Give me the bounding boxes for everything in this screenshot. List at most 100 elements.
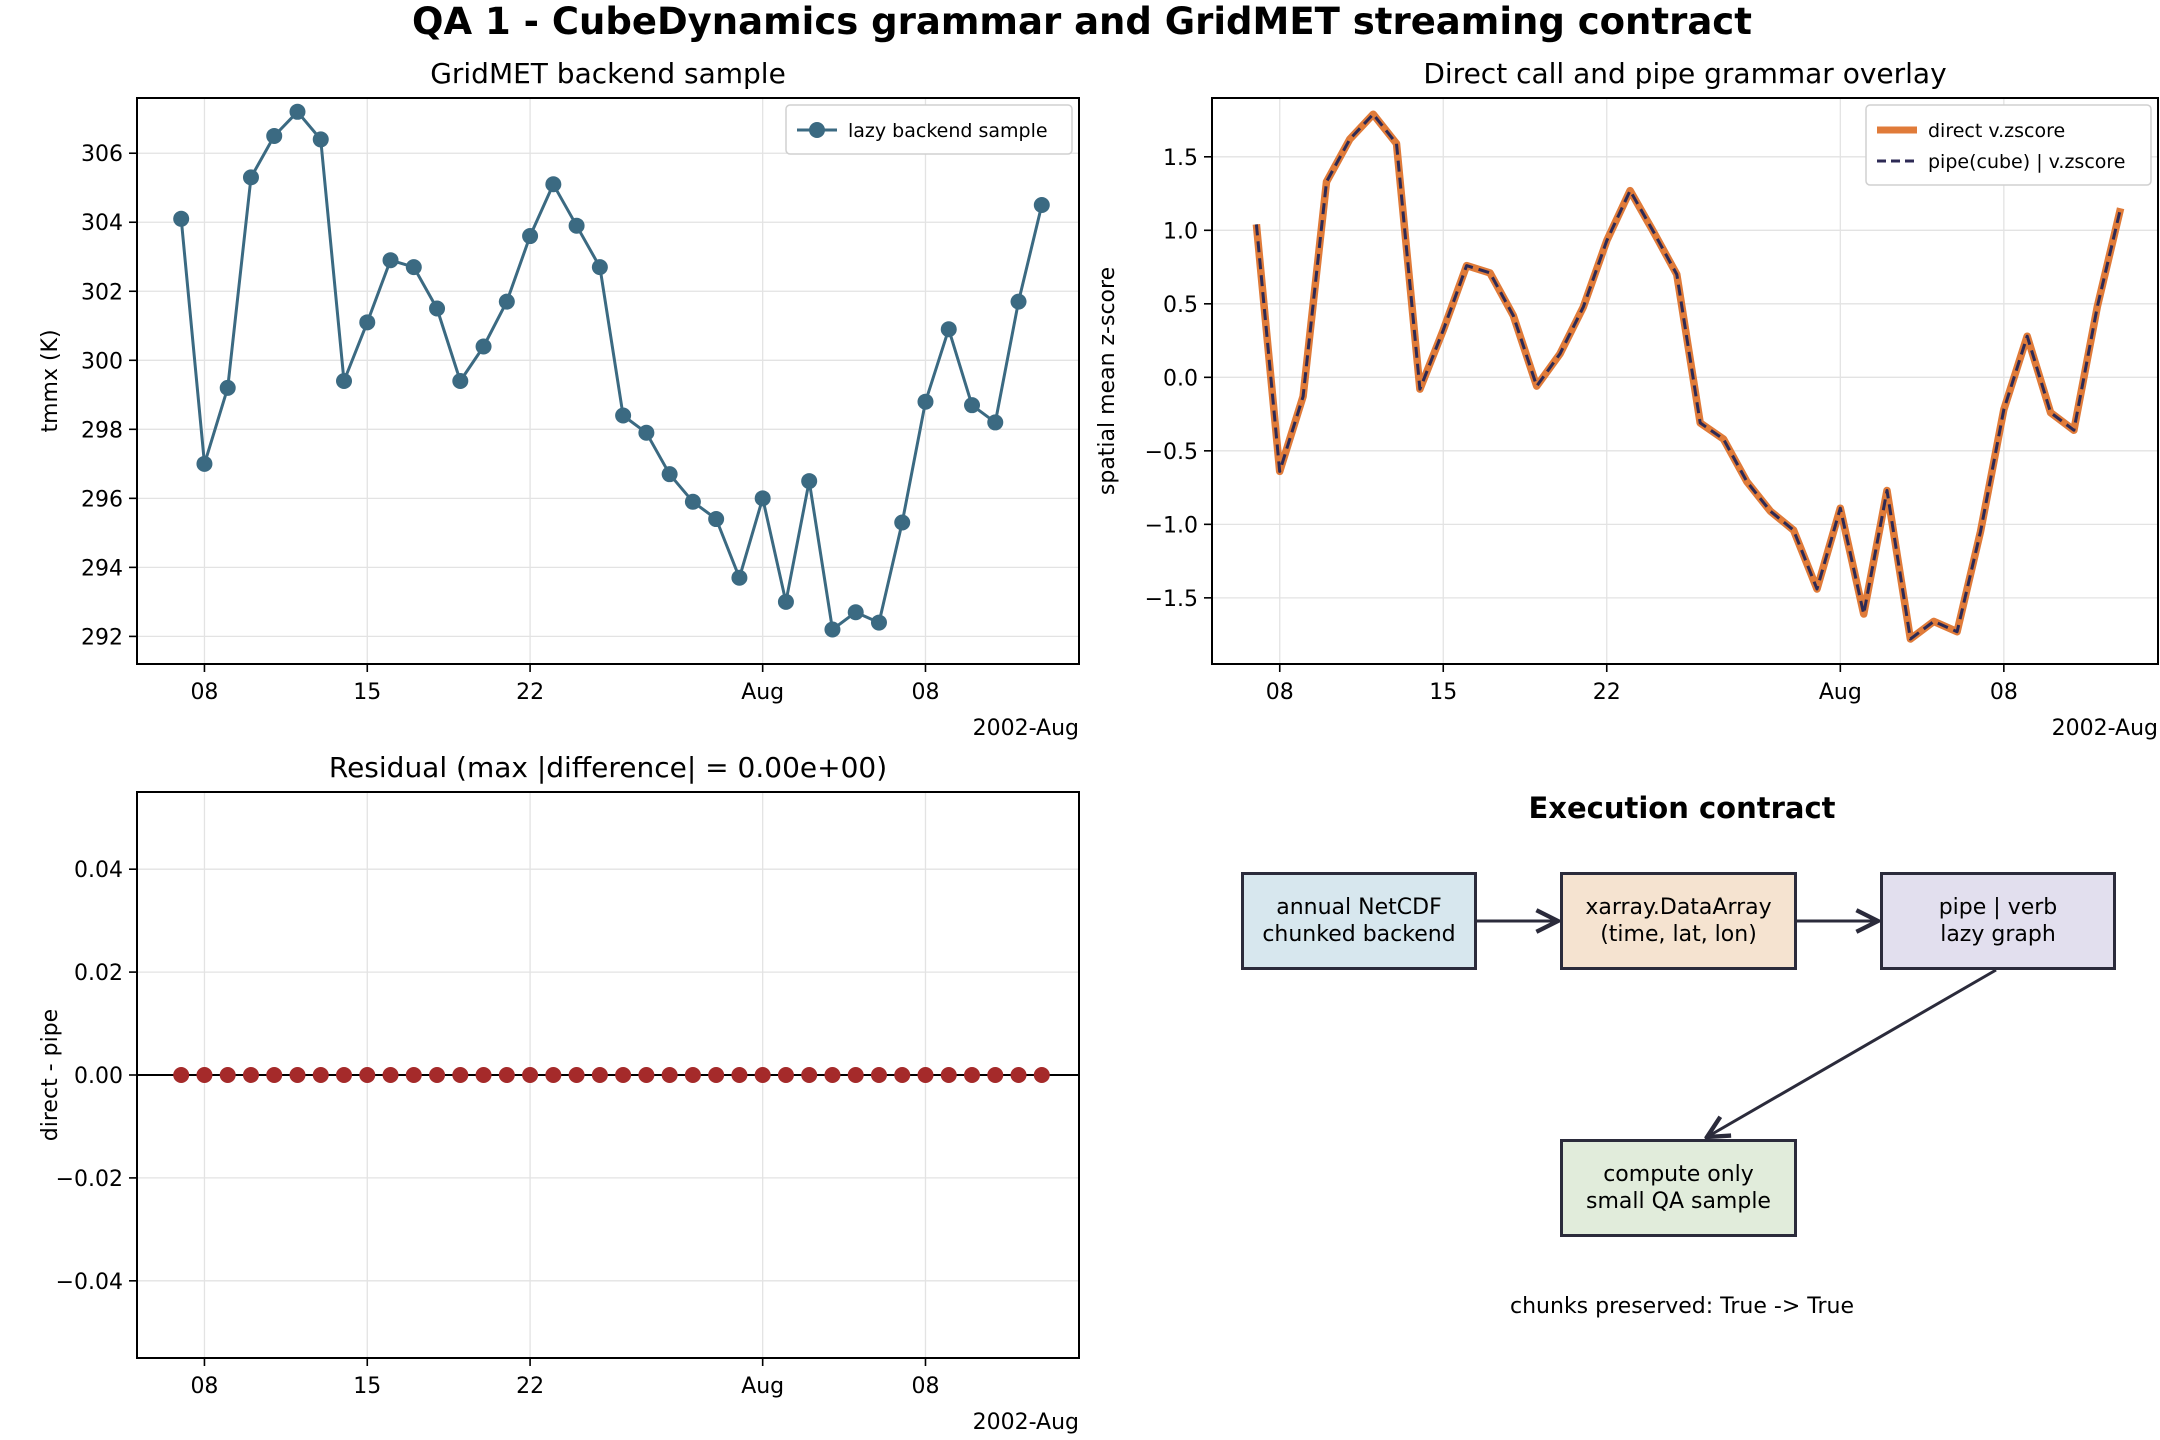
data-point (522, 228, 539, 245)
data-point (475, 338, 492, 355)
panel-grammar-overlay: 08 15 22 Aug 08 2002-Aug −1.5 −1.0 −0.5 0.0 0.5 1.0… (1095, 57, 2159, 741)
data-point (196, 1067, 213, 1083)
data-point (684, 1067, 701, 1083)
box-pipe-verb: pipe | verb lazy graph (1880, 872, 2116, 970)
y-tick-label: 0.02 (74, 961, 123, 986)
data-point (382, 252, 399, 269)
data-point (242, 1067, 259, 1083)
y-tick-label: −0.02 (56, 1167, 123, 1192)
box-xarray-dataarray: xarray.DataArray (time, lat, lon) (1560, 872, 1797, 970)
data-point (219, 1067, 236, 1083)
data-point (615, 1067, 632, 1083)
x-tick-label: Aug (1819, 680, 1862, 705)
x-tick-label: 15 (1429, 680, 1457, 705)
y-tick-label: 1.0 (1163, 219, 1198, 244)
data-point (754, 490, 771, 507)
data-point (173, 210, 190, 227)
data-point (801, 473, 818, 490)
legend: lazy backend sample (785, 104, 1073, 155)
data-point (964, 1067, 981, 1083)
data-point (196, 455, 213, 472)
data-point (591, 1067, 608, 1083)
legend: direct v.zscore pipe(cube) | v.zscore (1865, 104, 2152, 186)
data-point (661, 1067, 678, 1083)
series-line-direct v.zscore (1252, 110, 2125, 643)
data-point (568, 217, 585, 234)
data-point (522, 1067, 539, 1083)
date-offset-label: 2002-Aug (973, 716, 1079, 741)
y-axis-label: tmmx (K) (38, 329, 63, 432)
data-point (591, 259, 608, 276)
x-tick-label: 08 (190, 680, 218, 705)
legend-label: direct v.zscore (1928, 120, 2065, 142)
data-point (452, 1067, 469, 1083)
data-point (545, 1067, 562, 1083)
data-point (940, 1067, 957, 1083)
data-point (708, 1067, 725, 1083)
data-point (405, 1067, 422, 1083)
x-tick-label: 15 (353, 680, 381, 705)
panel-title: Direct call and pipe grammar overlay (1423, 57, 1946, 90)
x-tick-label: 08 (911, 680, 939, 705)
legend-frame (1865, 104, 2152, 186)
legend-marker (809, 122, 825, 138)
y-tick-label: −1.0 (1145, 513, 1198, 538)
panel-title: GridMET backend sample (430, 57, 786, 90)
box-netcdf-backend: annual NetCDF chunked backend (1241, 872, 1477, 970)
data-point (219, 379, 236, 396)
arrow-pipe-to-compute (1707, 968, 1997, 1137)
y-tick-label: 298 (81, 418, 123, 443)
x-tick-label: 08 (911, 1374, 939, 1399)
data-point (987, 1067, 1004, 1083)
y-tick-label: 1.5 (1163, 146, 1198, 171)
y-axis-label: direct - pipe (38, 1009, 63, 1141)
data-point (917, 1067, 934, 1083)
y-tick-label: 292 (81, 625, 123, 650)
x-tick-label: 22 (516, 680, 544, 705)
y-tick-label: 0.00 (74, 1064, 123, 1089)
data-point (242, 169, 259, 186)
y-tick-label: −0.04 (56, 1270, 123, 1295)
y-tick-label: 300 (81, 349, 123, 374)
x-tick-label: 22 (1593, 680, 1621, 705)
data-point (754, 1067, 771, 1083)
data-point (545, 176, 562, 193)
data-point (638, 424, 655, 441)
x-tick-label: 15 (353, 1374, 381, 1399)
y-tick-label: 304 (81, 211, 123, 236)
data-point (568, 1067, 585, 1083)
data-point (894, 1067, 911, 1083)
data-point (312, 1067, 329, 1083)
data-point (870, 614, 887, 631)
diagram-title: Execution contract (1528, 791, 1835, 825)
execution-contract-diagram: Execution contract chunks preserved: Tru… (1477, 791, 1997, 1319)
y-tick-label: 0.5 (1163, 293, 1198, 318)
y-tick-label: 0.0 (1163, 366, 1198, 391)
date-offset-label: 2002-Aug (2052, 716, 2158, 741)
data-point (336, 1067, 353, 1083)
diagram-footer: chunks preserved: True -> True (1510, 1294, 1854, 1319)
data-point (801, 1067, 818, 1083)
data-point (777, 593, 794, 610)
legend-label: lazy backend sample (848, 120, 1048, 142)
series-line-pipe(cube) | v.zscore (1254, 112, 2123, 641)
date-offset-label: 2002-Aug (973, 1410, 1079, 1435)
data-point (731, 569, 748, 586)
panel-title: Residual (max |difference| = 0.00e+00) (329, 751, 887, 784)
data-point (964, 397, 981, 414)
data-point (289, 1067, 306, 1083)
data-point (777, 1067, 794, 1083)
x-tick-label: Aug (741, 1374, 784, 1399)
data-point (266, 1067, 283, 1083)
box-compute-sample: compute only small QA sample (1560, 1139, 1797, 1237)
x-tick-label: 08 (1266, 680, 1294, 705)
data-point (824, 621, 841, 638)
data-point (498, 293, 515, 310)
data-point (498, 1067, 515, 1083)
panel-backend-sample: 08 15 22 Aug 08 2002-Aug 292 294 296 298 300 302 304… (38, 57, 1080, 741)
data-point (847, 1067, 864, 1083)
figure-title: QA 1 - CubeDynamics grammar and GridMET … (412, 0, 1752, 43)
data-point (429, 300, 446, 317)
data-point (173, 1067, 190, 1083)
